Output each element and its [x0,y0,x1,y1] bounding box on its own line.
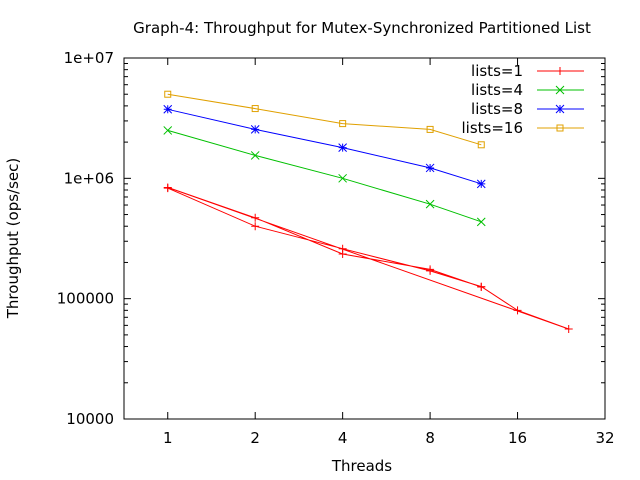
x-axis-label: Threads [331,457,392,475]
data-point [425,163,435,173]
series-1 [163,183,573,333]
data-point [251,105,259,113]
data-point [425,199,435,209]
legend-label: lists=1 [471,62,523,80]
data-point [477,283,486,292]
chart-title: Graph-4: Throughput for Mutex-Synchroniz… [133,19,591,37]
y-tick-label: 1e+07 [64,49,114,67]
axis-ticks: 1 2 4 8 16 32 10000 100000 1e+06 1e+07 [57,49,615,447]
x-tick-label: 16 [508,429,527,447]
data-point [476,179,486,189]
data-point [338,143,348,152]
x-tick-label: 8 [425,429,435,447]
y-tick-label: 100000 [57,290,114,308]
legend-label: lists=16 [461,119,523,137]
x-tick-label: 4 [338,429,348,447]
plot-frame [123,57,606,420]
data-point [163,126,173,135]
data-point [426,125,434,133]
x-tick-label: 32 [595,429,614,447]
x-tick-label: 2 [250,429,260,447]
data-point [250,125,260,134]
series-line [167,186,569,330]
data-point [251,213,260,222]
data-point [564,324,573,333]
data-point [555,104,565,114]
y-axis-label: Throughput (ops/sec) [4,158,22,319]
x-tick-label: 1 [163,429,173,447]
y-tick-label: 1e+06 [64,169,114,187]
legend-label: lists=8 [471,100,523,118]
data-point [163,104,173,114]
series-4 [164,90,485,149]
data-point [164,90,172,98]
series-3 [163,104,486,189]
data-point [476,217,486,227]
data-point [477,141,485,149]
data-point [556,67,564,75]
data-point [338,250,347,259]
data-point [513,306,522,315]
data-point [250,151,260,160]
data-point [251,222,260,231]
series-line [167,93,482,146]
data-point [426,265,435,274]
data-point [556,124,564,132]
legend-label: lists=4 [471,81,523,99]
data-point [339,120,347,128]
data-point [555,85,565,95]
series-2 [163,126,486,227]
data-point [338,173,348,183]
data-point [163,183,172,192]
series-layer [163,90,573,333]
y-tick-label: 10000 [66,410,114,428]
